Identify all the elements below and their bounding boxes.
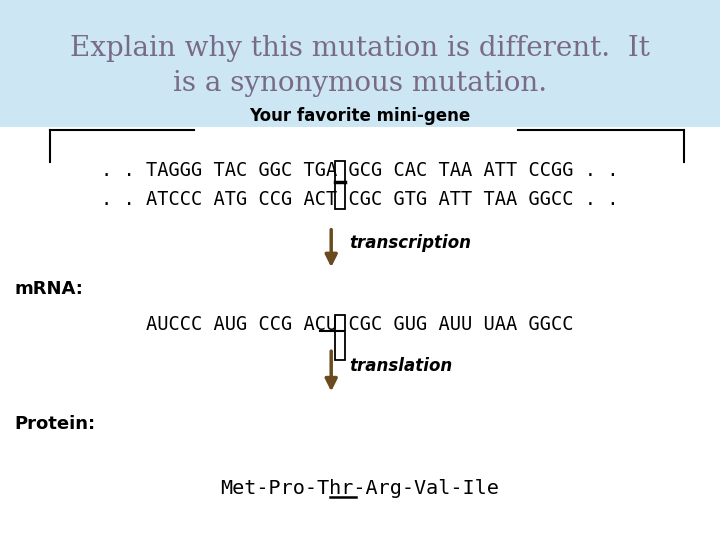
Text: Your favorite mini-gene: Your favorite mini-gene xyxy=(249,107,471,125)
Text: Protein:: Protein: xyxy=(14,415,96,433)
Bar xyxy=(335,315,345,360)
Bar xyxy=(335,183,345,208)
Text: . . ATCCC ATG CCG ACT CGC GTG ATT TAA GGCC . .: . . ATCCC ATG CCG ACT CGC GTG ATT TAA GG… xyxy=(102,190,618,210)
Text: AUCCC AUG CCG ACU CGC GUG AUU UAA GGCC: AUCCC AUG CCG ACU CGC GUG AUU UAA GGCC xyxy=(146,314,574,334)
FancyBboxPatch shape xyxy=(0,0,720,127)
Bar xyxy=(335,161,345,183)
Text: mRNA:: mRNA: xyxy=(14,280,84,298)
Text: Met-Pro-Thr-Arg-Val-Ile: Met-Pro-Thr-Arg-Val-Ile xyxy=(220,479,500,498)
Text: Explain why this mutation is different.  It: Explain why this mutation is different. … xyxy=(70,35,650,62)
Text: is a synonymous mutation.: is a synonymous mutation. xyxy=(173,70,547,97)
Text: . . TAGGG TAC GGC TGA GCG CAC TAA ATT CCGG . .: . . TAGGG TAC GGC TGA GCG CAC TAA ATT CC… xyxy=(102,160,618,180)
Text: transcription: transcription xyxy=(349,234,471,252)
Text: translation: translation xyxy=(349,357,452,375)
